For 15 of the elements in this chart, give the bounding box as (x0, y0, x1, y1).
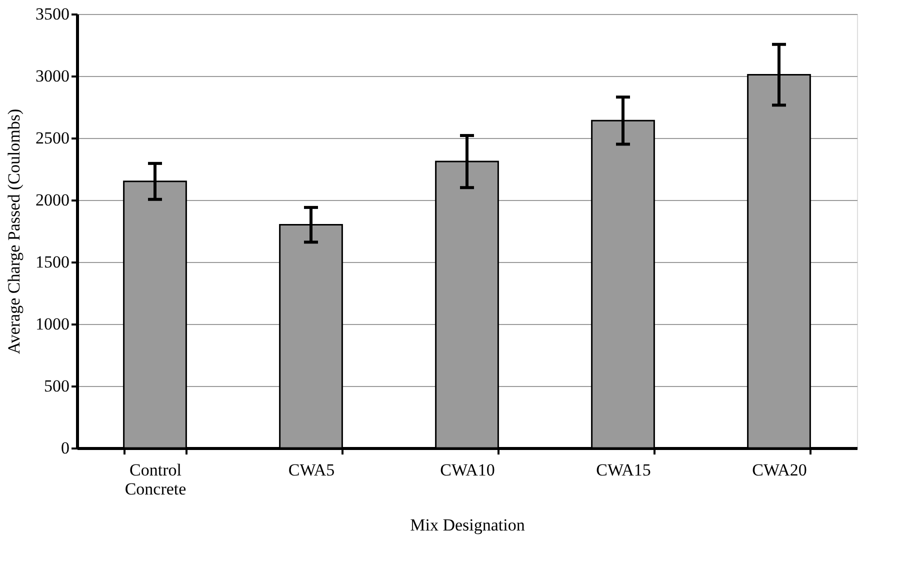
y-tick-label: 1000 (36, 314, 70, 334)
y-tick-label: 0 (61, 438, 70, 458)
x-tick-label: CWA10 (440, 460, 495, 480)
y-axis-title: Average Charge Passed (Coulombs) (4, 108, 24, 354)
x-tick-label: CWA15 (596, 460, 651, 480)
y-tick-label: 500 (44, 376, 70, 396)
x-tick-label: Control Concrete (124, 460, 186, 498)
y-tick-label: 1500 (36, 252, 70, 272)
x-tick-label: CWA20 (752, 460, 807, 480)
y-tick-label: 3000 (36, 66, 70, 86)
y-tick-label: 2000 (36, 190, 70, 210)
y-tick-label: 2500 (36, 128, 70, 148)
x-tick-label: CWA5 (288, 460, 335, 480)
x-axis-title: Mix Designation (410, 516, 526, 534)
y-tick-label: 3500 (36, 4, 70, 24)
